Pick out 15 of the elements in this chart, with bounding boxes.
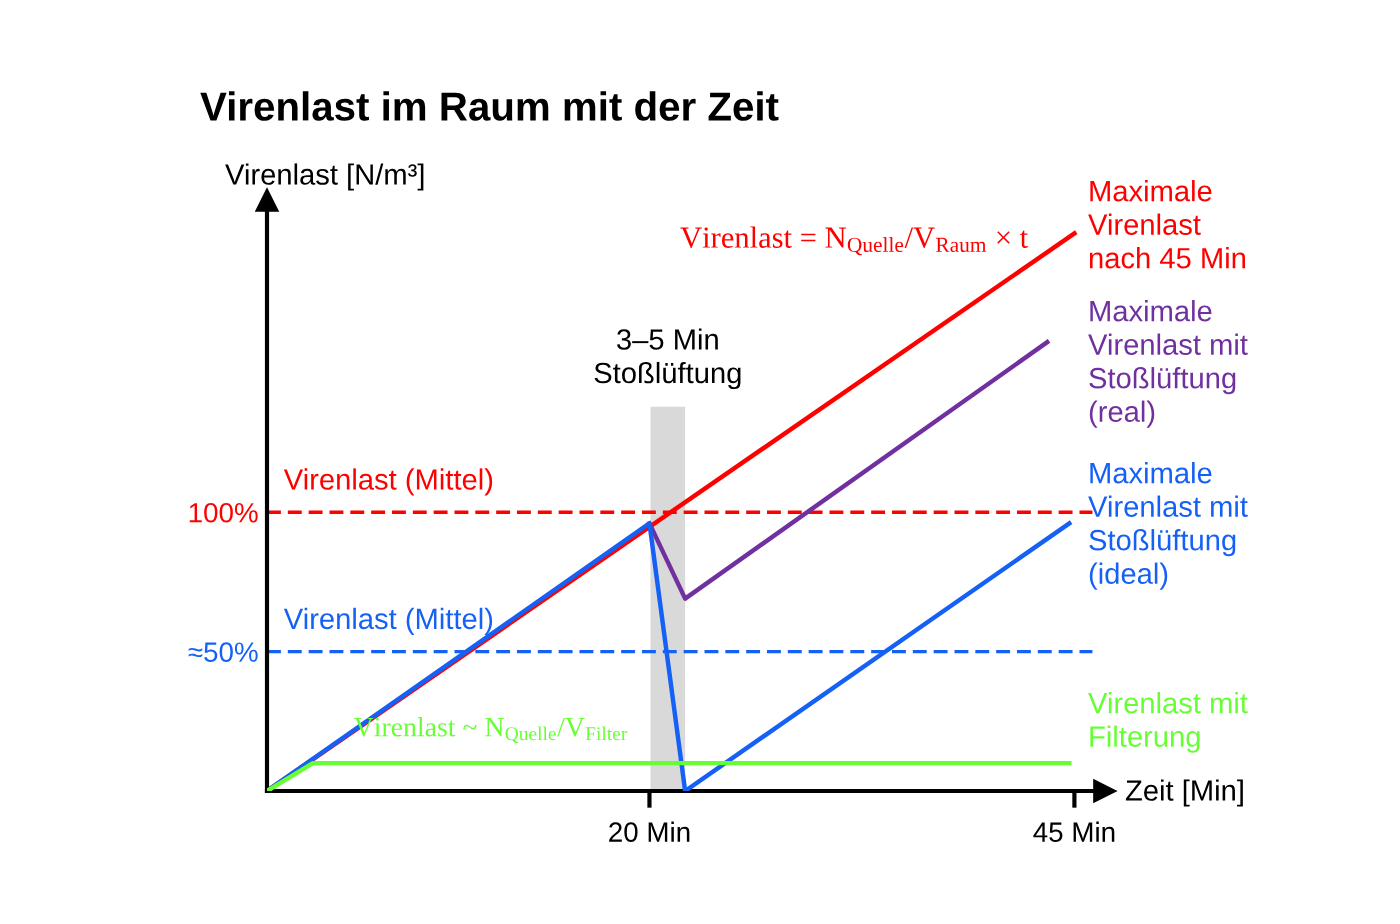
series-label: Maximale Virenlast nach 45 Min (1088, 180, 1245, 269)
chart-title: Virenlast im Raum mit der Zeit (200, 91, 779, 121)
y-tick-label: 100% (189, 502, 258, 523)
y-tick-label: ≈50% (188, 642, 258, 662)
band-label: 3–5 Min Stoßlüftung (594, 328, 741, 390)
series-label: Maximale Virenlast mit Stoßlüftung (ideal) (1088, 462, 1248, 590)
annotation: Virenlast = N$_{Quelle}$/V$_{Raum}$ × t (680, 226, 1028, 256)
x-tick-label: 45 Min (1033, 821, 1115, 842)
x-tick-label: 20 Min (609, 821, 690, 842)
series-label: Virenlast mit Filterung (1088, 692, 1248, 753)
x-axis-title: Zeit [Min] (1125, 779, 1243, 807)
ref-line-label: Virenlast (Mittel) (283, 607, 493, 635)
ref-line-label: Virenlast (Mittel) (283, 468, 493, 496)
series-label: Maximale Virenlast mit Stoßlüftung (real) (1088, 300, 1248, 428)
y-axis-title: Virenlast [N/m³] (225, 163, 424, 191)
